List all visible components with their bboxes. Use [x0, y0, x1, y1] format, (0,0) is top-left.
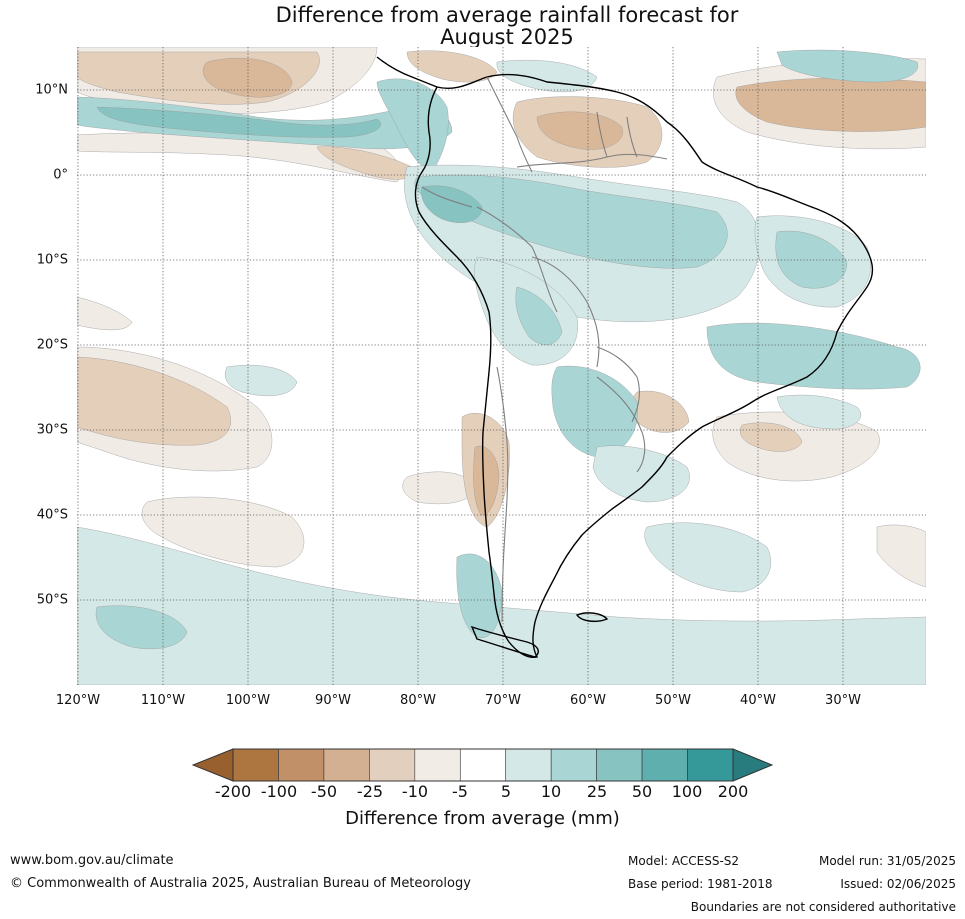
dry-region-pacific-south [141, 496, 305, 568]
issued-date: Issued: 02/06/2025 [840, 877, 956, 891]
wet-region-south-atlantic-west [644, 522, 771, 593]
colorbar-frame [232, 748, 734, 782]
title-line-2: August 2025 [440, 25, 574, 49]
dry-anomaly-regions [77, 47, 926, 588]
colorbar-bin [278, 748, 325, 782]
colorbar-bin [641, 748, 688, 782]
colorbar-tick: -200 [214, 782, 252, 801]
lat-label-10n: 10°N [35, 82, 68, 98]
lat-label-0: 0° [53, 167, 68, 183]
colorbar-tick: 5 [500, 782, 512, 801]
base-period: Base period: 1981-2018 [628, 877, 773, 891]
model-run-date: Model run: 31/05/2025 [818, 854, 956, 868]
dry-region-north-pacific-inner [202, 57, 293, 98]
colorbar-bin [550, 748, 597, 782]
lat-label-10s: 10°S [36, 252, 68, 268]
south-america-coast [414, 73, 874, 659]
colorbar-bin [414, 748, 461, 782]
colorbar-tick: -10 [401, 782, 429, 801]
colorbar-tick: -100 [260, 782, 298, 801]
colorbar-bin [505, 748, 552, 782]
colorbar-tick: 50 [631, 782, 653, 801]
wet-region-itcz-core [96, 106, 381, 138]
lat-label-20s: 20°S [36, 337, 68, 353]
map-canvas [77, 47, 926, 685]
boundaries-disclaimer: Boundaries are not considered authoritat… [690, 900, 956, 914]
lon-label-90w: 90°W [315, 693, 351, 708]
colorbar-bin [323, 748, 370, 782]
colorbar [192, 748, 774, 782]
wet-region-peru-bolivia-core [515, 286, 563, 345]
dry-region-southern-brazil [631, 390, 690, 433]
border-guianas [596, 111, 638, 158]
border-peru-brazil [476, 206, 558, 313]
falklands [575, 612, 609, 623]
dry-region-central-chile [402, 471, 478, 505]
colorbar-tick: 25 [586, 782, 608, 801]
border-argentina-brazil [596, 376, 646, 473]
lon-label-30w: 30°W [825, 693, 861, 708]
border-paraguay [596, 346, 641, 423]
lon-label-70w: 70°W [485, 693, 521, 708]
colorbar-bin [369, 748, 416, 782]
lon-label-40w: 40°W [740, 693, 776, 708]
lat-label-40s: 40°S [36, 507, 68, 523]
colorbar-bin [459, 748, 507, 782]
map-title: Difference from average rainfall forecas… [0, 4, 965, 48]
coastline [376, 56, 874, 659]
colorbar-bin [687, 748, 734, 782]
graticule [77, 47, 926, 685]
dry-region-far-pacific [77, 296, 133, 331]
lat-label-30s: 30°S [36, 422, 68, 438]
dry-region-guiana-core [536, 111, 623, 150]
lon-label-110w: 110°W [140, 693, 186, 708]
colorbar-tick: -50 [310, 782, 338, 801]
colorbar-bins [232, 748, 734, 782]
wet-region-caribbean-east [496, 59, 598, 93]
lon-label-100w: 100°W [225, 693, 271, 708]
copyright-text: © Commonwealth of Australia 2025, Austra… [10, 876, 471, 891]
wet-region-la-plata [592, 445, 690, 503]
title-line-1: Difference from average rainfall forecas… [275, 3, 739, 27]
border-colombia-venezuela [486, 76, 533, 173]
dry-region-chile-core [473, 445, 500, 516]
wet-region-brazil-coast [706, 322, 921, 390]
rainfall-anomaly-map [77, 47, 926, 685]
colorbar-label: Difference from average (mm) [345, 808, 620, 829]
dry-region-south-pacific-core [77, 356, 231, 446]
dry-region-caribbean [406, 50, 498, 83]
border-bolivia [531, 256, 600, 368]
lat-label-50s: 50°S [36, 592, 68, 608]
wet-region-cape-horn [456, 553, 503, 638]
wet-anomaly-regions [77, 49, 926, 685]
colorbar-tick: -25 [356, 782, 384, 801]
lon-label-60w: 60°W [570, 693, 606, 708]
colorbar-bin [596, 748, 643, 782]
dry-region-north-atlantic-core [735, 77, 926, 132]
tierra-del-fuego [470, 625, 539, 658]
model-name: Model: ACCESS-S2 [628, 854, 740, 868]
border-argentina-chile [496, 366, 509, 623]
wet-region-pacific-south-wet [224, 364, 298, 397]
lon-label-120w: 120°W [55, 693, 101, 708]
colorbar-bin [232, 748, 279, 782]
website-link[interactable]: www.bom.gov.au/climate [10, 853, 174, 868]
colorbar-tick: 100 [671, 782, 703, 801]
colorbar-low-extend [192, 748, 234, 782]
country-borders [421, 76, 668, 623]
wet-region-north-atlantic [776, 49, 919, 83]
colorbar-tick: 10 [540, 782, 562, 801]
wet-region-southern-ocean-core [95, 605, 188, 650]
wet-region-east-pacific [776, 394, 862, 430]
border-ecuador-peru [421, 186, 473, 208]
dry-region-east-atlantic [876, 524, 926, 588]
wet-region-northeast-brazil-core [775, 230, 848, 289]
colorbar-high-extend [732, 748, 774, 782]
central-america-coast [376, 56, 438, 88]
colorbar-tick: -5 [452, 782, 468, 801]
wet-region-south-brazil [551, 365, 638, 458]
lon-label-80w: 80°W [400, 693, 436, 708]
lon-label-50w: 50°W [655, 693, 691, 708]
colorbar-tick: 200 [717, 782, 749, 801]
